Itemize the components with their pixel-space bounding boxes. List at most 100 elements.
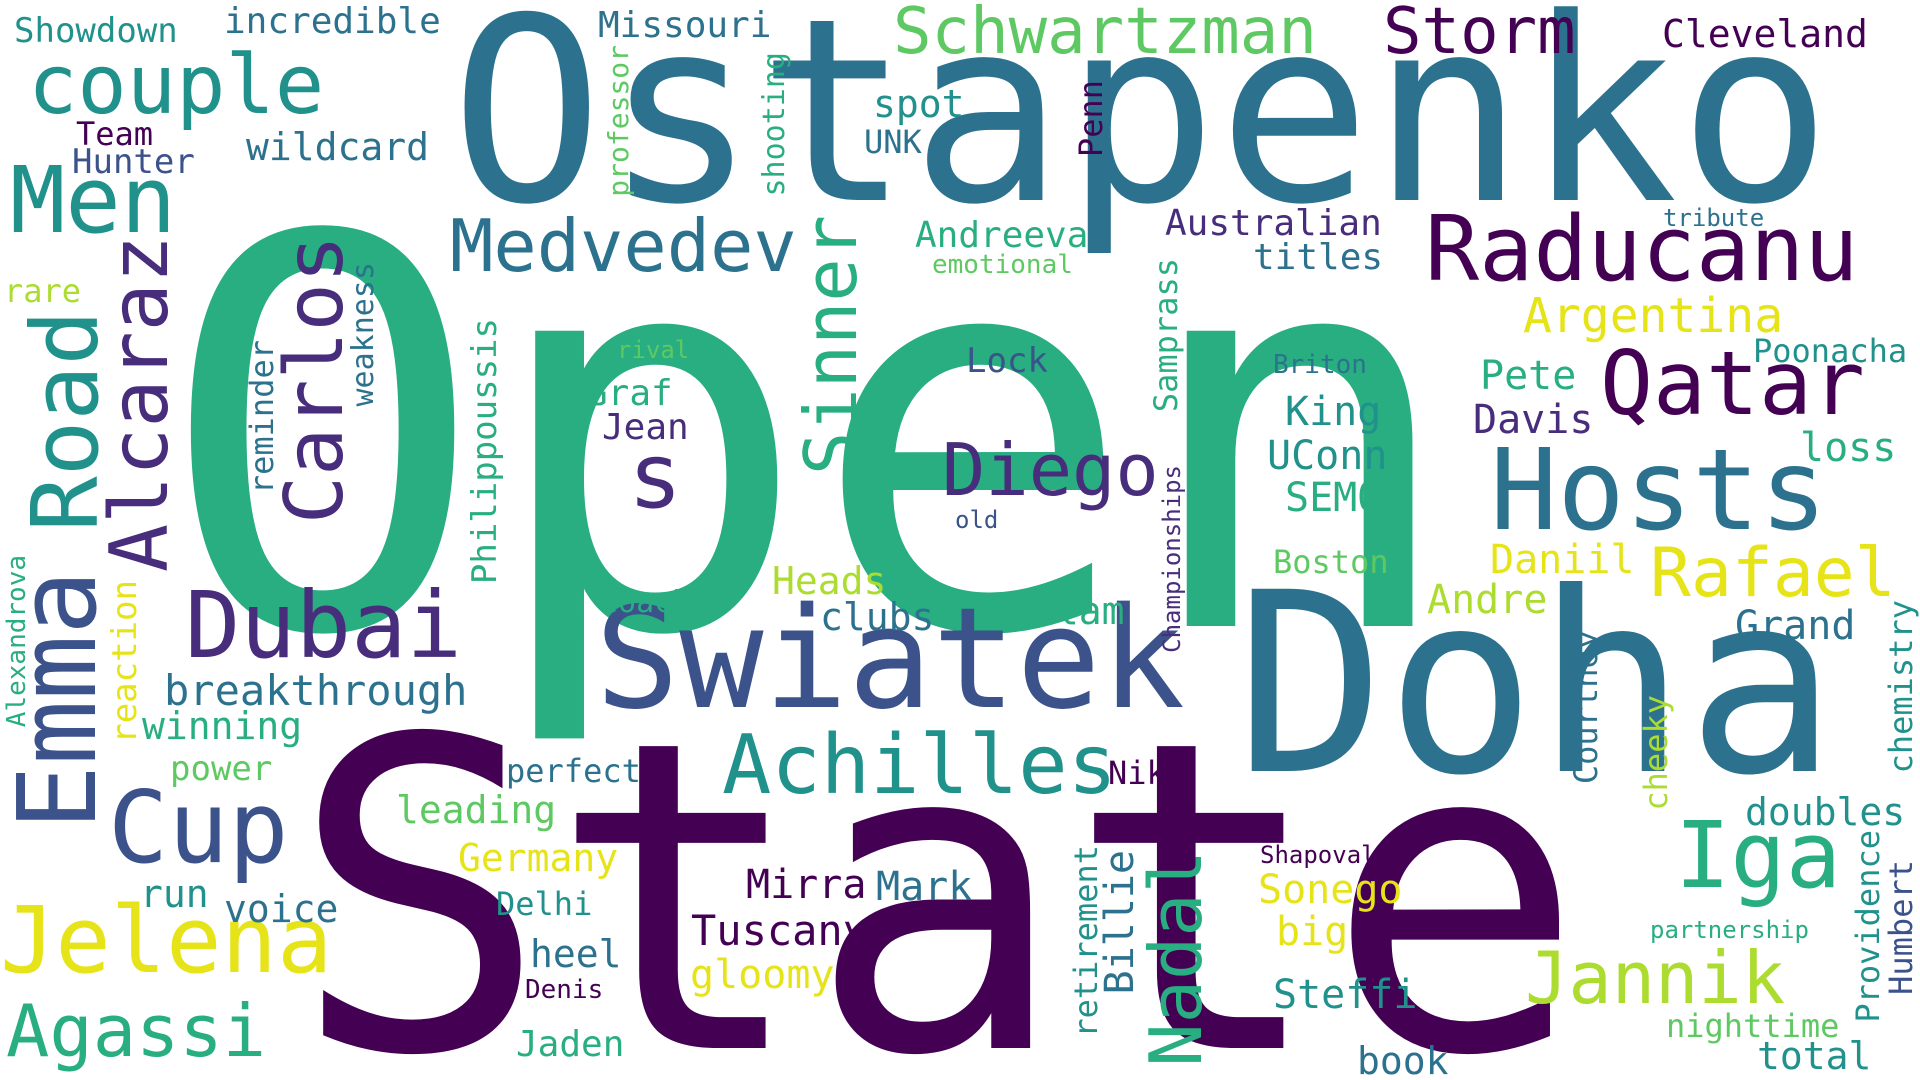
word-leading: leading bbox=[396, 788, 557, 832]
word-swiatek: Swiatek bbox=[595, 578, 1186, 741]
word-rare: rare bbox=[4, 272, 82, 310]
word-men: Men bbox=[10, 147, 177, 254]
word-courtney: Courtney bbox=[1567, 630, 1605, 785]
word-incredible: incredible bbox=[224, 1, 441, 42]
word-niki: Niki bbox=[1108, 754, 1186, 792]
word-schwartzman: Schwartzman bbox=[893, 0, 1317, 69]
word-australian: Australian bbox=[1165, 203, 1382, 244]
word-andreeva: Andreeva bbox=[915, 215, 1089, 256]
word-championships: Championships bbox=[1158, 465, 1186, 653]
word-reaction: reaction bbox=[105, 580, 145, 744]
word-weakness: weakness bbox=[346, 262, 381, 407]
word-lock: Lock bbox=[966, 341, 1048, 381]
word-sinner: Sinner bbox=[789, 215, 873, 476]
word-denis: Denis bbox=[525, 975, 604, 1005]
word-couple: couple bbox=[28, 38, 325, 133]
word-daniil: Daniil bbox=[1490, 537, 1635, 583]
word-showdown: Showdown bbox=[14, 11, 178, 51]
word-andre: Andre bbox=[1427, 577, 1548, 623]
word-semo: SEMO bbox=[1285, 475, 1382, 521]
word-dubai: Dubai bbox=[185, 572, 462, 679]
word-titles: titles bbox=[1253, 237, 1384, 278]
word-raducanu: Raducanu bbox=[1425, 197, 1859, 302]
word-state: State bbox=[290, 650, 1585, 1080]
word-philippoussis: Philippoussis bbox=[465, 318, 505, 585]
word-clubs: clubs bbox=[820, 595, 935, 639]
word-big: big bbox=[1276, 909, 1349, 955]
word-total: total bbox=[1757, 1034, 1872, 1078]
word-wildcard: wildcard bbox=[246, 125, 430, 169]
word-gloomy: gloomy bbox=[690, 952, 835, 998]
word-boston: Boston bbox=[1273, 543, 1389, 581]
word-nadal: Nadal bbox=[1134, 850, 1218, 1067]
word-tuscany: Tuscany bbox=[691, 906, 869, 955]
word-shooting: shooting bbox=[757, 52, 792, 197]
word-medvedev: Medvedev bbox=[450, 204, 797, 288]
word-emotional: emotional bbox=[932, 250, 1073, 280]
word-missouri: Missouri bbox=[598, 5, 772, 46]
word-grand: Grand bbox=[1735, 603, 1856, 649]
word-sonego: Sonego bbox=[1258, 867, 1403, 913]
word-perfect: perfect bbox=[506, 752, 641, 790]
word-hosts: Hosts bbox=[1490, 426, 1828, 556]
word-shapovalov: Shapovalov bbox=[1260, 841, 1405, 869]
word-germany: Germany bbox=[458, 836, 619, 880]
word-mirra: Mirra bbox=[746, 862, 867, 908]
word-alexandrova: Alexandrova bbox=[2, 555, 32, 728]
word-diego: Diego bbox=[942, 428, 1159, 512]
word-mark: Mark bbox=[876, 864, 973, 910]
word-agassi: Agassi bbox=[6, 989, 267, 1073]
word-voice: voice bbox=[224, 887, 339, 931]
word-jannik: Jannik bbox=[1525, 936, 1786, 1020]
word-hunter: Hunter bbox=[72, 142, 195, 182]
word-tribute: tribute bbox=[1663, 204, 1765, 232]
word-pete: Pete bbox=[1480, 353, 1577, 399]
word-humbert: Humbert bbox=[1882, 860, 1920, 995]
word-iga: Iga bbox=[1675, 802, 1842, 909]
word-loss: loss bbox=[1800, 425, 1897, 471]
word-samprass: Samprass bbox=[1147, 258, 1185, 413]
word-reminder: reminder bbox=[243, 340, 281, 495]
word-steffi: Steffi bbox=[1273, 972, 1418, 1018]
word-jelena: Jelena bbox=[0, 887, 333, 994]
word-book: book bbox=[1357, 1039, 1449, 1080]
word-coach: coach bbox=[600, 585, 691, 620]
word-run: run bbox=[140, 872, 209, 916]
word-carlos: Carlos bbox=[268, 235, 361, 524]
word-professor: professor bbox=[602, 45, 635, 197]
word-doha: Doha bbox=[1235, 539, 1838, 830]
word-old: old bbox=[955, 506, 999, 534]
word-nighttime: nighttime bbox=[1666, 1007, 1840, 1045]
word-chemistry: chemistry bbox=[1882, 600, 1920, 774]
word-s: s bbox=[628, 424, 683, 529]
word-cup: Cup bbox=[108, 769, 289, 886]
word-jean: Jean bbox=[602, 407, 689, 448]
word-briton: Briton bbox=[1273, 350, 1367, 380]
word-heads: Heads bbox=[772, 559, 887, 603]
word-ostapenko: Ostapenko bbox=[450, 0, 1832, 261]
word-jaden: Jaden bbox=[516, 1024, 625, 1065]
word-providence: Providence bbox=[1849, 830, 1887, 1023]
word-uconn: UConn bbox=[1267, 433, 1388, 479]
word-spot: spot bbox=[873, 82, 965, 126]
word-team: Team bbox=[76, 115, 154, 153]
word-alcaraz: Alcaraz bbox=[93, 235, 186, 573]
word-doubles: doubles bbox=[1745, 790, 1906, 834]
word-storm: Storm bbox=[1383, 0, 1576, 69]
word-graf: Graf bbox=[586, 373, 673, 414]
word-king: King bbox=[1285, 389, 1382, 435]
word-poonacha: Poonacha bbox=[1753, 332, 1908, 370]
word-davis: Davis bbox=[1473, 397, 1594, 443]
word-cleveland: Cleveland bbox=[1662, 12, 1868, 56]
word-slam: Slam bbox=[1033, 589, 1125, 633]
word-argentina: Argentina bbox=[1523, 288, 1784, 344]
word-breakthrough: breakthrough bbox=[164, 666, 468, 715]
word-billie: Billie bbox=[1097, 850, 1143, 995]
word-winning: winning bbox=[142, 704, 303, 748]
word-achilles: Achilles bbox=[722, 718, 1117, 813]
word-penn: Penn bbox=[1072, 80, 1110, 158]
word-cheeky: cheeky bbox=[1637, 695, 1675, 811]
word-qatar: Qatar bbox=[1600, 332, 1865, 435]
word-unk: UNK bbox=[864, 123, 922, 161]
